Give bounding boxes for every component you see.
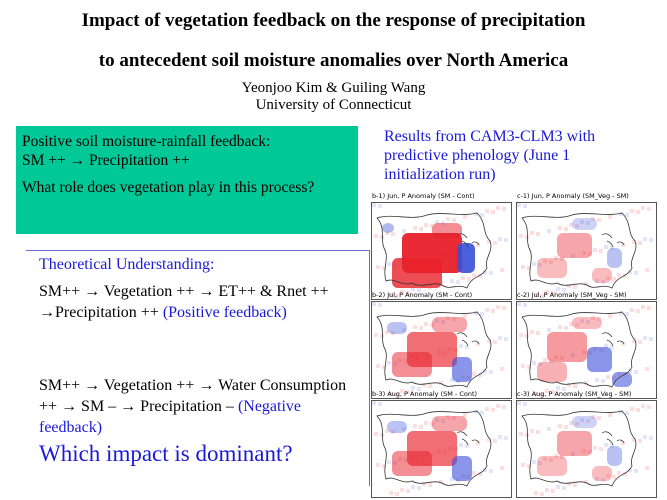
map-label-b3: b-3) Aug, P Anomaly (SM - Cont) [372, 390, 478, 398]
map-panel-c1: c-1) Jun, P Anomaly (SM_Veg - SM) [516, 192, 657, 300]
affiliation: University of Connecticut [255, 97, 412, 113]
anomaly-map-1 [372, 203, 508, 298]
feedback-question: What role does vegetation play in this p… [22, 179, 315, 196]
anomaly-map-3 [372, 302, 508, 397]
theory-box: Theoretical Understanding: SM++ → Vegeta… [26, 250, 370, 486]
map-panel-b3: b-3) Aug, P Anomaly (SM - Cont) [371, 390, 512, 498]
map-panel-c2: c-2) Jul, P Anomaly (SM_Veg - SM) [516, 291, 657, 399]
results-caption: Results from CAM3-CLM3 with predictive p… [384, 128, 596, 183]
dominant-question: Which impact is dominant? [39, 441, 293, 466]
feedback-line-1: Positive soil moisture-rainfall feedback… [22, 133, 271, 150]
positive-label: (Positive feedback) [162, 304, 287, 321]
map-label-b2: b-2) Jul, P Anomaly (SM - Cont) [372, 291, 473, 299]
negative-chain: SM++ → Vegetation ++ → Water Consumption… [39, 377, 347, 415]
map-label-c2: c-2) Jul, P Anomaly (SM_Veg - SM) [517, 291, 627, 299]
anomaly-map-5 [372, 401, 508, 496]
anomaly-map-4 [517, 302, 653, 397]
map-panel-b2: b-2) Jul, P Anomaly (SM - Cont) [371, 291, 512, 399]
anomaly-map-2 [517, 203, 653, 298]
positive-feedback-text: SM++ → Vegetation ++ → ET++ & Rnet ++ →P… [39, 281, 367, 323]
map-panel-b1: b-1) Jun, P Anomaly (SM - Cont) [371, 192, 512, 300]
authors-block: Yeonjoo Kim & Guiling Wang University of… [0, 80, 667, 114]
negative-label: (Negative feedback) [39, 398, 302, 436]
map-label-c3: c-3) Aug, P Anomaly (SM_Veg - SM) [517, 390, 632, 398]
map-panel-c3: c-3) Aug, P Anomaly (SM_Veg - SM) [516, 390, 657, 498]
authors: Yeonjoo Kim & Guiling Wang [241, 80, 426, 96]
title-line-1: Impact of vegetation feedback on the res… [81, 10, 586, 31]
positive-chain: SM++ → Vegetation ++ → ET++ & Rnet ++ →P… [39, 283, 329, 321]
anomaly-map-6 [517, 401, 653, 496]
feedback-box: Positive soil moisture-rainfall feedback… [16, 126, 358, 234]
theory-heading: Theoretical Understanding: [39, 256, 215, 273]
map-label-b1: b-1) Jun, P Anomaly (SM - Cont) [372, 192, 475, 200]
feedback-line-2: SM ++ → Precipitation ++ [22, 152, 190, 169]
title-line-2: to antecedent soil moisture anomalies ov… [98, 50, 569, 71]
negative-feedback-text: SM++ → Vegetation ++ → Water Consumption… [39, 375, 367, 438]
map-label-c1: c-1) Jun, P Anomaly (SM_Veg - SM) [517, 192, 629, 200]
